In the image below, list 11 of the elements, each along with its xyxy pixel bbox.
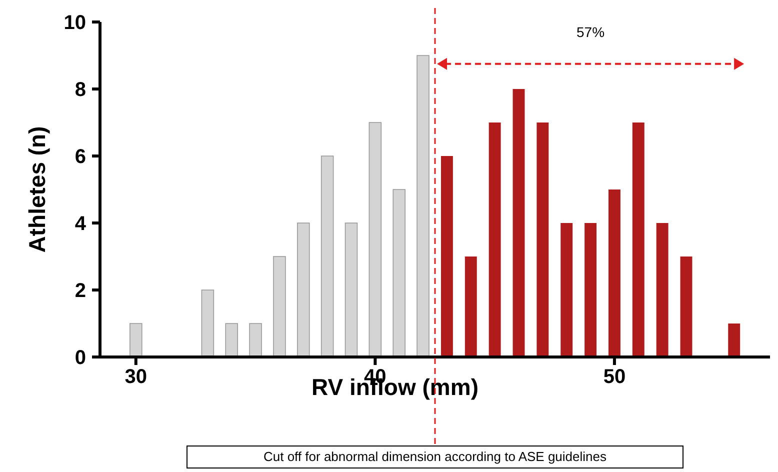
y-tick-label: 2 — [74, 280, 86, 302]
annotation: 57% — [576, 24, 605, 40]
x-tick-label: 50 — [603, 366, 626, 388]
y-tick-label: 6 — [74, 146, 86, 168]
y-tick-label: 10 — [64, 12, 86, 34]
ref-line-label: Cut off for abnormal dimension according to ASE guidelines — [263, 449, 608, 464]
x-tick-label: 30 — [124, 366, 148, 388]
y-tick-label: 4 — [74, 213, 87, 235]
y-tick-label: 0 — [74, 347, 86, 369]
y-axis-title: Athletes (n) — [24, 126, 50, 253]
y-tick-label: 8 — [74, 79, 86, 101]
